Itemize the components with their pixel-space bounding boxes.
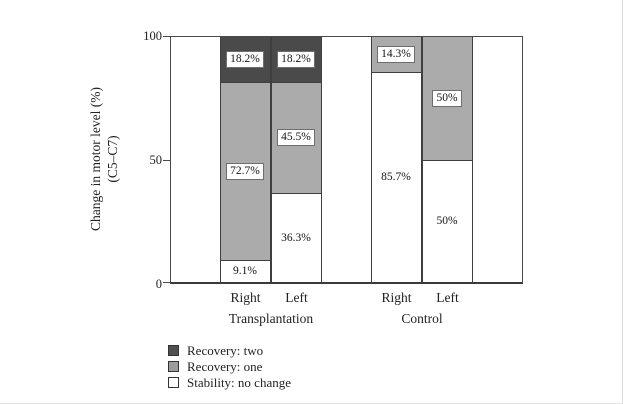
bar-segment: 50% (422, 159, 472, 282)
legend-swatch-icon (168, 377, 179, 388)
x-category-label: Left (436, 290, 459, 305)
x-category-label: Right (230, 290, 261, 305)
y-tick-mark (163, 160, 170, 161)
y-axis-title-line2: (C5–C7) (105, 135, 120, 183)
x-category-label: Left (285, 290, 308, 305)
legend-label: Recovery: one (187, 359, 263, 374)
y-tick-label: 100 (143, 29, 162, 43)
stacked-bar-right: 9.1% 72.7% 18.2% (219, 37, 271, 282)
legend-swatch-icon (168, 361, 179, 372)
y-tick-mark (163, 282, 170, 283)
legend-row: Recovery: two (168, 344, 291, 357)
bar-segment: 50% (422, 37, 472, 160)
bar-segment: 72.7% (220, 81, 270, 260)
bar-segment: 14.3% (371, 37, 421, 73)
legend: Recovery: two Recovery: one Stability: no … (168, 344, 291, 392)
y-tick-mark (163, 36, 170, 37)
y-tick-label: 0 (155, 277, 162, 291)
bar-segment: 45.5% (271, 81, 321, 194)
legend-row: Stability: no change (168, 376, 291, 389)
bar-segment: 36.3% (271, 193, 321, 282)
x-group-label: Control (401, 311, 443, 326)
segment-value-label: 45.5% (277, 129, 315, 147)
segment-value-label: 14.3% (377, 46, 415, 64)
bar-segment: 9.1% (220, 259, 270, 282)
segment-value-label: 50% (432, 89, 462, 107)
segment-value-label: 9.1% (233, 264, 257, 277)
segment-value-label: 85.7% (381, 171, 411, 184)
segment-value-label: 18.2% (277, 50, 315, 68)
legend-label: Recovery: two (187, 343, 264, 358)
y-axis-title-line1: Change in motor level (%) (88, 87, 103, 231)
segment-value-label: 18.2% (226, 50, 264, 68)
legend-swatch-icon (168, 345, 179, 356)
bar-segment: 85.7% (371, 72, 421, 282)
stacked-bar-left: 36.3% 45.5% 18.2% (270, 37, 322, 282)
x-group-label: Transplantation (228, 311, 314, 326)
stacked-bar-left: 50% 50% (421, 37, 473, 282)
legend-row: Recovery: one (168, 360, 291, 373)
bar-segment: 18.2% (220, 37, 270, 82)
segment-value-label: 72.7% (226, 162, 264, 180)
legend-label: Stability: no change (187, 375, 291, 390)
segment-value-label: 50% (436, 214, 458, 227)
x-category-label: Right (381, 290, 412, 305)
stacked-bar-right: 85.7% 14.3% (370, 37, 422, 282)
segment-value-label: 36.3% (281, 231, 311, 244)
y-axis-title: Change in motor level (%) (C5–C7) (87, 87, 121, 231)
y-tick-label: 50 (149, 153, 163, 167)
bar-segment: 18.2% (271, 37, 321, 82)
plot-area: 9.1% 72.7% 18.2% 36.3% 45.5% 18.2% 85.7% 14.3% 5… (170, 36, 523, 284)
